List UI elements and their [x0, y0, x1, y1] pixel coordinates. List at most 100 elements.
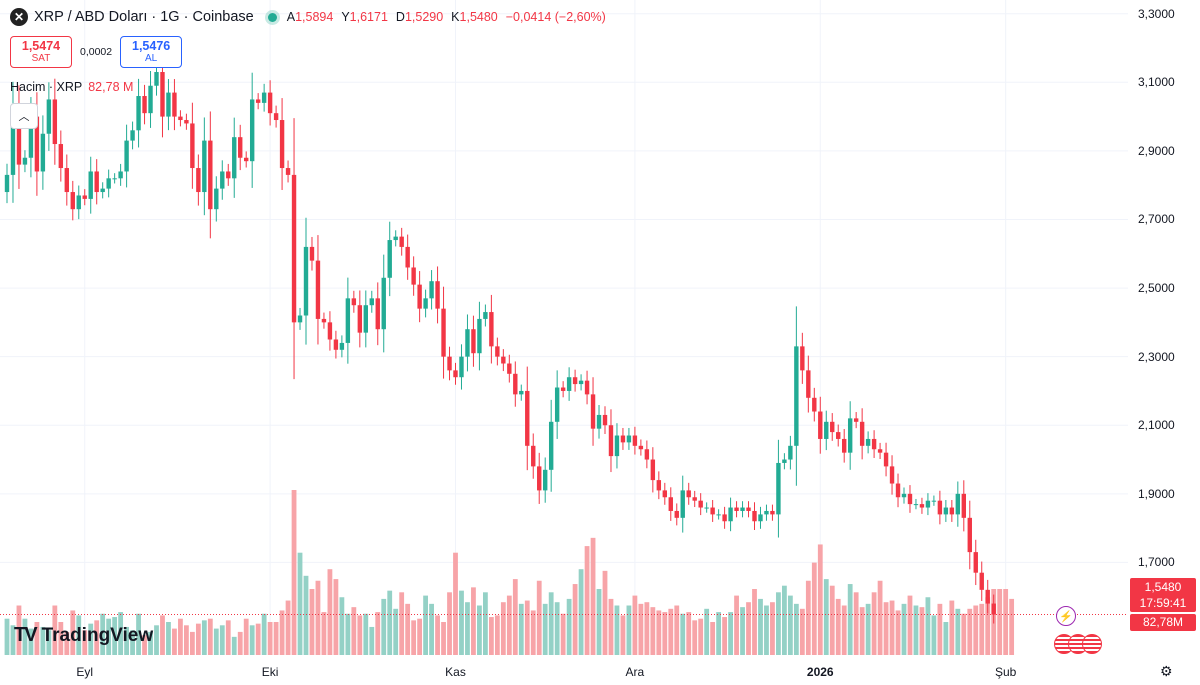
candle-body — [214, 188, 219, 210]
volume-bar — [542, 603, 548, 655]
volume-bar — [782, 585, 787, 655]
candle-body — [674, 510, 679, 518]
volume-bar — [656, 610, 662, 655]
volume-bar — [142, 635, 147, 655]
candle-body — [632, 435, 638, 446]
low-label: D — [395, 10, 405, 24]
candle-body — [602, 414, 608, 426]
x-tick-label: Kas — [445, 665, 466, 679]
candle-body — [249, 99, 255, 162]
volume-bar — [231, 636, 237, 655]
candle-body — [285, 168, 291, 175]
volume-bar — [189, 631, 195, 655]
volume-bar — [357, 615, 363, 655]
volume-bar — [339, 597, 345, 655]
volume-bar — [130, 630, 135, 655]
candle-body — [393, 236, 398, 241]
candle-body — [650, 459, 656, 481]
candle-body — [794, 346, 799, 446]
volume-bar — [620, 615, 626, 655]
candle-body — [423, 298, 428, 309]
y-tick-label: 2,3000 — [1138, 349, 1175, 364]
volume-bar — [447, 592, 452, 655]
candle-body — [46, 99, 52, 134]
volume-bar — [793, 603, 799, 655]
candle-body — [477, 318, 482, 354]
volume-bar — [291, 490, 297, 655]
candle-body — [130, 130, 135, 141]
candle-body — [746, 507, 751, 511]
candle-body — [734, 507, 739, 511]
volume-bar — [333, 579, 339, 655]
y-tick-label: 3,3000 — [1138, 6, 1175, 21]
candle-body — [830, 421, 835, 433]
candle-body — [686, 490, 691, 498]
volume-bar — [243, 618, 249, 655]
high-label: Y — [341, 10, 350, 24]
last-volume-tag: 82,78M — [1130, 614, 1196, 631]
volume-bar — [34, 622, 40, 655]
candle-body — [973, 552, 978, 573]
candle-body — [190, 123, 195, 169]
candle-body — [548, 421, 554, 470]
volume-bar — [811, 562, 817, 655]
volume-bar — [106, 618, 112, 655]
candle-body — [961, 493, 966, 518]
volume-bar — [88, 623, 94, 655]
candle-body — [889, 466, 895, 484]
symbol-title[interactable]: XRP / ABD Doları · 1G · Coinbase — [34, 9, 254, 25]
close-value: 1,5480 — [459, 10, 498, 24]
volume-bar — [213, 628, 219, 655]
volume-bar — [722, 617, 727, 655]
volume-bar — [518, 603, 524, 655]
candle-body — [949, 507, 955, 515]
candle-body — [859, 421, 865, 446]
volume-bar — [614, 605, 620, 655]
candle-body — [10, 109, 16, 175]
buy-button[interactable]: 1,5476 AL — [120, 36, 183, 68]
candle-body — [166, 92, 171, 117]
candle-body — [668, 497, 673, 511]
volume-legend-label: Hacim · XRP — [10, 80, 83, 94]
volume-bar — [650, 607, 656, 655]
us-flag-icon[interactable] — [1082, 634, 1102, 654]
lightning-icon[interactable]: ⚡ — [1056, 606, 1076, 626]
candle-body — [375, 298, 380, 330]
candle-body — [519, 390, 524, 395]
volume-bar — [931, 615, 937, 655]
volume-bar — [871, 592, 877, 655]
collapse-legend-button[interactable]: ︿ — [10, 103, 38, 129]
sell-button[interactable]: 1,5474 SAT — [10, 36, 72, 68]
candle-body — [118, 171, 123, 179]
volume-bar — [602, 570, 608, 655]
candle-body — [626, 435, 632, 443]
candle-body — [865, 438, 871, 446]
y-tick-label: 2,1000 — [1138, 418, 1175, 433]
candle-body — [255, 99, 261, 103]
candle-body — [818, 411, 823, 439]
candle-body — [4, 174, 10, 193]
volume-bar — [351, 607, 357, 655]
volume-bar — [901, 603, 907, 655]
volume-bar — [770, 602, 775, 655]
xrp-icon[interactable]: ✕ — [10, 8, 28, 26]
candle-body — [943, 507, 949, 515]
tradingview-logo[interactable]: TV TradingView — [14, 624, 153, 647]
volume-legend[interactable]: Hacim · XRP 82,78 M — [10, 80, 133, 94]
volume-bar — [285, 600, 291, 655]
volume-bar — [967, 608, 973, 655]
candle-body — [483, 312, 488, 319]
volume-bar — [22, 618, 28, 655]
candle-body — [411, 267, 416, 285]
candle-body — [70, 192, 75, 210]
candle-body — [543, 469, 548, 491]
x-tick-label: Eyl — [76, 665, 94, 679]
volume-bar — [267, 622, 273, 655]
volume-bar — [925, 597, 931, 655]
candle-body — [495, 346, 500, 357]
candle-body — [907, 493, 913, 505]
chevron-up-icon: ︿ — [18, 111, 30, 123]
candle-body — [399, 236, 404, 247]
settings-icon[interactable]: ⚙ — [1160, 663, 1173, 679]
